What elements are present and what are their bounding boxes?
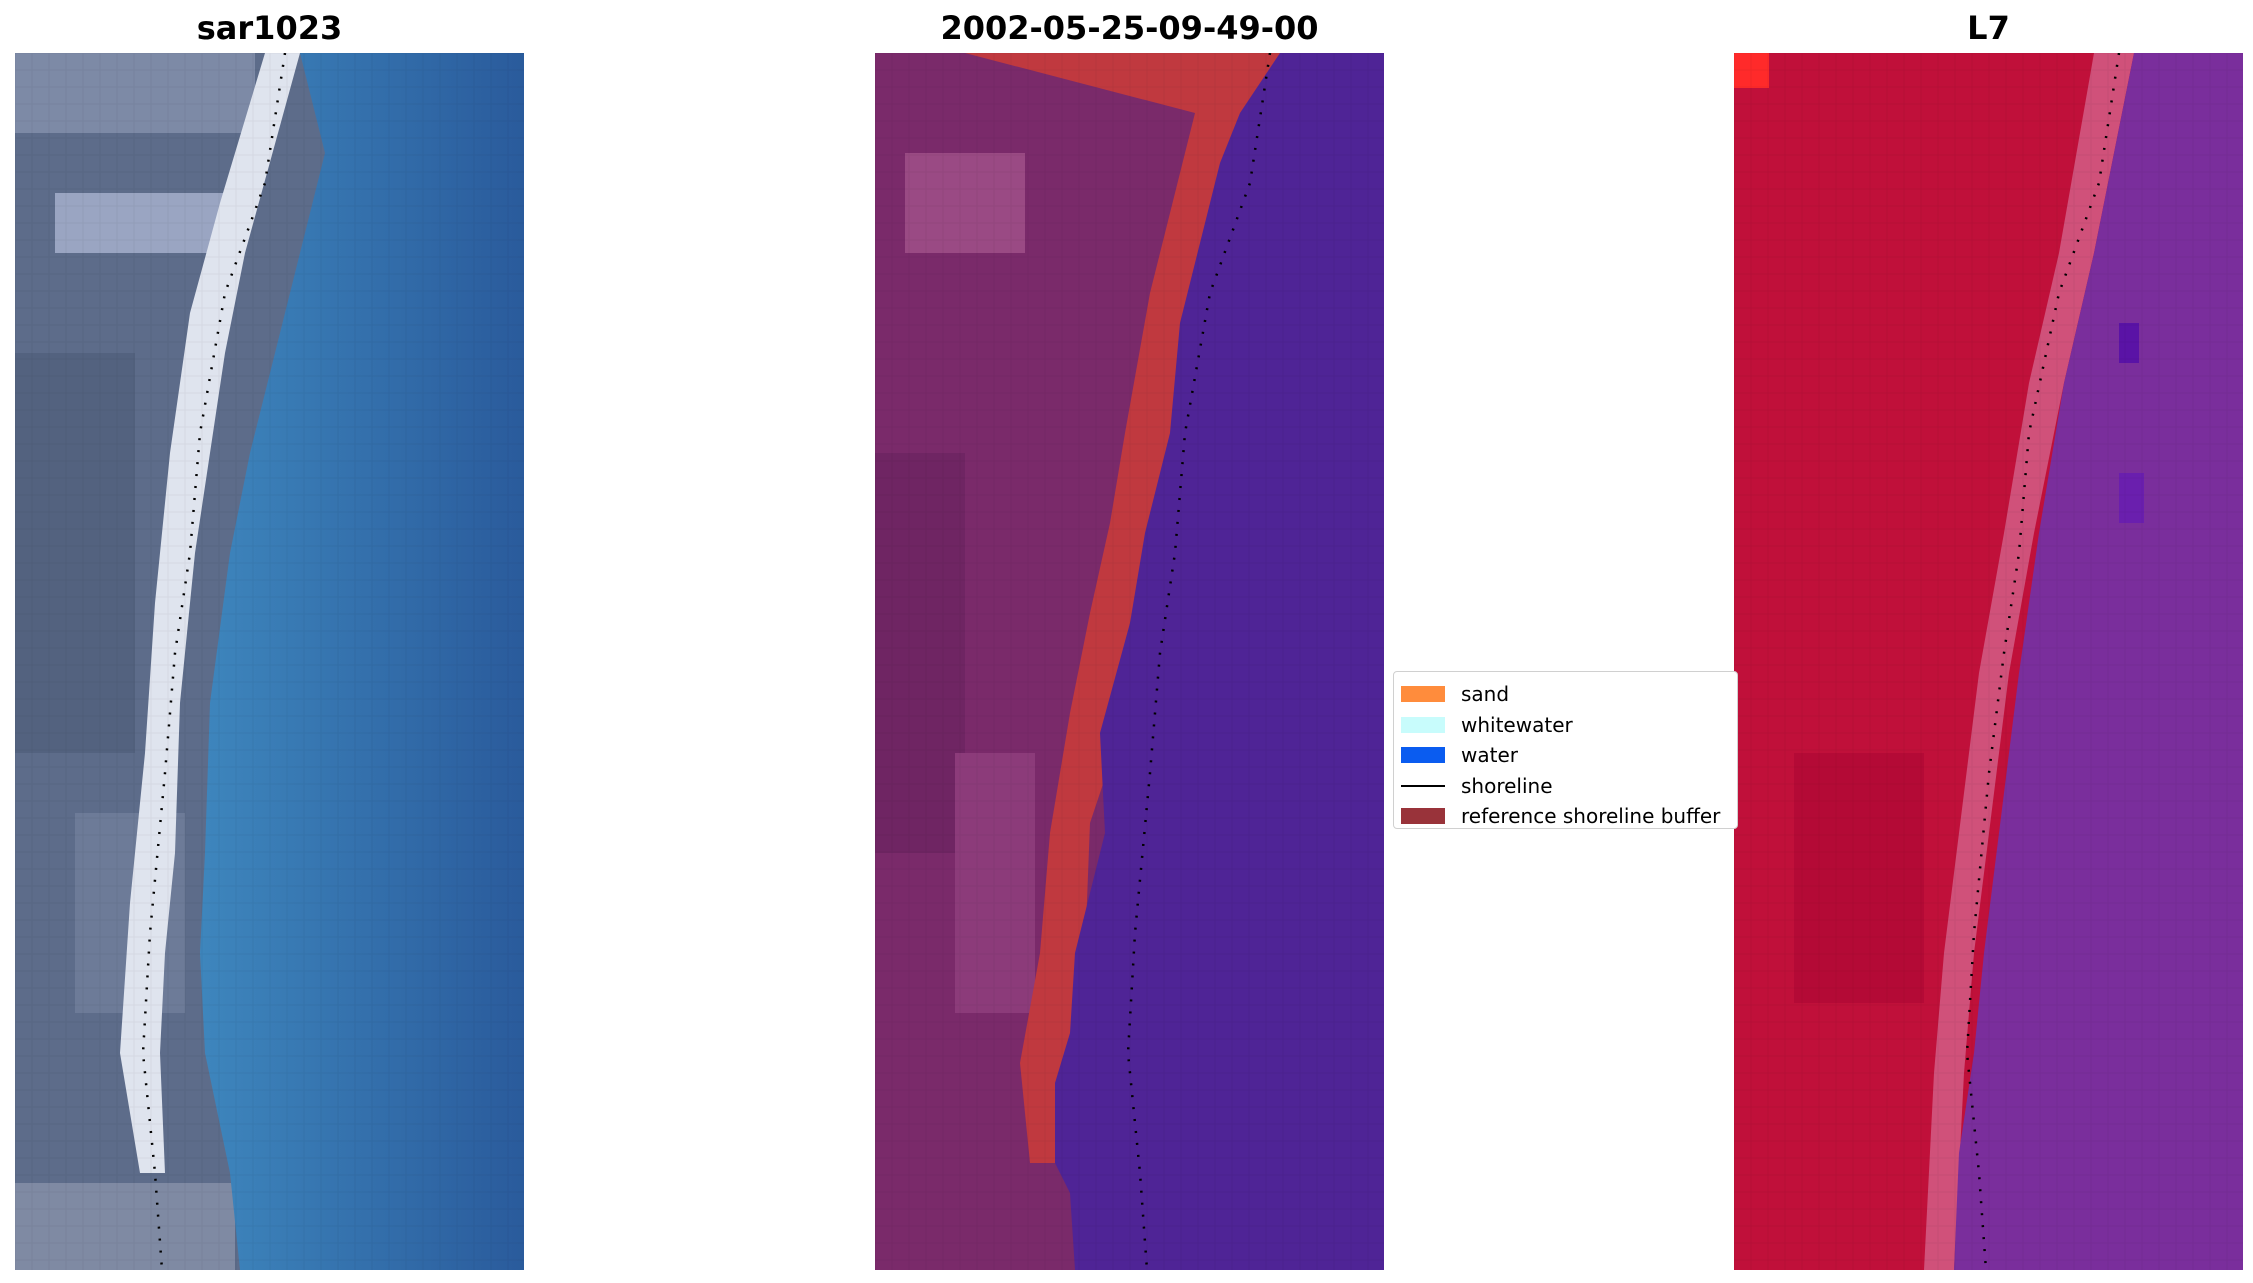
- shoreline-overlay-classified: [1126, 53, 1272, 1270]
- reference-buffer-swatch: [1401, 808, 1445, 825]
- legend-item-shoreline: shoreline: [1401, 771, 1737, 802]
- panel-title-rgb: sar1023: [196, 9, 343, 47]
- shoreline-overlay-rgb: [141, 53, 287, 1270]
- panel-title-index: L7: [1967, 9, 2010, 47]
- index-image: [1734, 53, 2243, 1270]
- shoreline-line-icon: [1401, 784, 1445, 787]
- legend-label-whitewater: whitewater: [1461, 712, 1573, 737]
- legend-item-reference-buffer: reference shoreline buffer: [1401, 801, 1737, 832]
- index-image-panel: [1734, 53, 2243, 1270]
- legend: sand whitewater water shoreline referenc…: [1393, 671, 1738, 829]
- legend-item-whitewater: whitewater: [1401, 710, 1737, 741]
- water-swatch: [1401, 747, 1445, 764]
- rgb-image: [15, 53, 524, 1270]
- panel-title-classified: 2002-05-25-09-49-00: [940, 9, 1319, 47]
- rgb-image-panel: [15, 53, 524, 1270]
- legend-label-water: water: [1461, 743, 1518, 768]
- legend-label-reference-buffer: reference shoreline buffer: [1461, 804, 1721, 829]
- sand-swatch: [1401, 686, 1445, 703]
- legend-item-sand: sand: [1401, 679, 1737, 710]
- legend-label-sand: sand: [1461, 682, 1510, 707]
- shoreline-overlay-index: [1965, 53, 2121, 1270]
- classified-image: [875, 53, 1384, 1270]
- legend-item-water: water: [1401, 740, 1737, 771]
- whitewater-swatch: [1401, 716, 1445, 733]
- classified-image-panel: [875, 53, 1384, 1270]
- legend-label-shoreline: shoreline: [1461, 773, 1553, 798]
